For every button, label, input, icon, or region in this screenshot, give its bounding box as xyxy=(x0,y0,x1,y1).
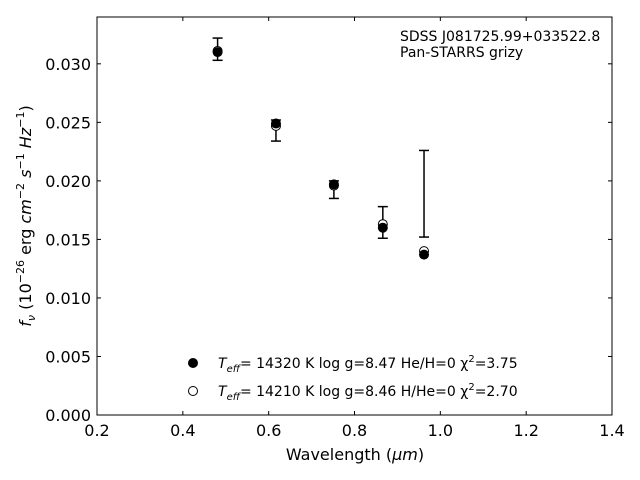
data-point-filled xyxy=(212,47,223,58)
y-tick-label: 0.015 xyxy=(45,230,91,249)
legend: Teff= 14320 K log g=8.47 He/H=0 χ2=3.75 … xyxy=(188,354,518,403)
legend-label-2: Teff= 14210 K log g=8.46 H/He=0 χ2=2.70 xyxy=(218,382,518,403)
x-tick-label: 0.8 xyxy=(342,421,367,440)
data-point-filled xyxy=(270,118,281,129)
x-tick-label: 1.2 xyxy=(513,421,538,440)
x-tick-label: 0.4 xyxy=(170,421,195,440)
annotation-line-1: SDSS J081725.99+033522.8 xyxy=(400,29,600,45)
data-point-filled xyxy=(419,249,430,260)
y-tick-label: 0.030 xyxy=(45,55,91,74)
plot-frame xyxy=(96,16,613,416)
x-tick-label: 0.2 xyxy=(84,421,109,440)
annotation-line-2: Pan-STARRS grizy xyxy=(400,45,523,61)
y-tick-label: 0.000 xyxy=(45,406,91,425)
y-axis-title: fν (10−26 erg cm−2 s−1 Hz−1) xyxy=(14,105,38,326)
annotation: SDSS J081725.99+033522.8 Pan-STARRS griz… xyxy=(400,29,600,61)
data-point-filled xyxy=(377,222,388,233)
x-axis-title: Wavelength (μm) xyxy=(286,445,424,464)
x-tick-label: 0.6 xyxy=(256,421,281,440)
data-point-filled xyxy=(328,179,339,190)
y-tick-label: 0.010 xyxy=(45,289,91,308)
y-tick-label: 0.020 xyxy=(45,172,91,191)
legend-marker-filled xyxy=(188,358,198,368)
legend-label-1: Teff= 14320 K log g=8.47 He/H=0 χ2=3.75 xyxy=(218,354,518,375)
y-tick-label: 0.025 xyxy=(45,113,91,132)
x-tick-label: 1.0 xyxy=(428,421,453,440)
x-tick-label: 1.4 xyxy=(599,421,624,440)
legend-marker-open xyxy=(188,386,198,396)
y-tick-label: 0.005 xyxy=(45,347,91,366)
